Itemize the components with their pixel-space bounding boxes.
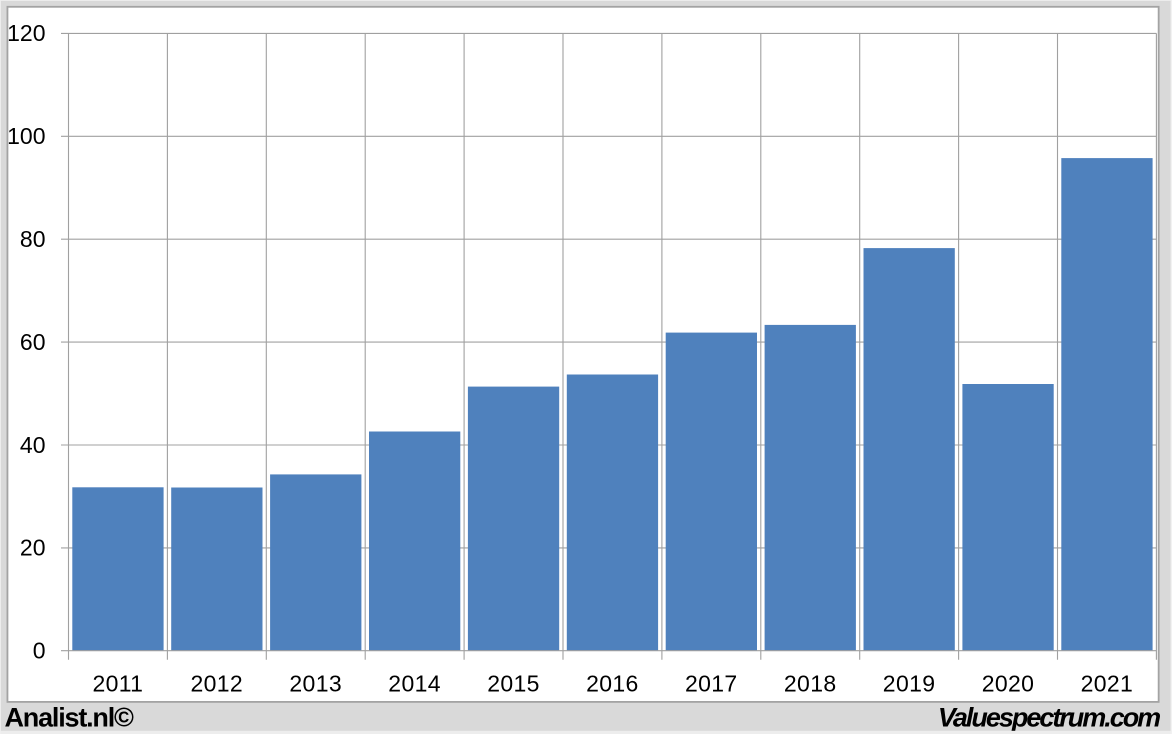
- svg-text:20: 20: [20, 535, 46, 561]
- svg-text:Valuespectrum.com: Valuespectrum.com: [938, 703, 1160, 733]
- svg-text:2013: 2013: [289, 671, 342, 697]
- svg-text:2014: 2014: [388, 671, 441, 697]
- svg-text:40: 40: [20, 432, 46, 458]
- svg-text:2017: 2017: [685, 671, 738, 697]
- svg-text:2020: 2020: [982, 671, 1035, 697]
- svg-text:120: 120: [7, 20, 45, 46]
- svg-text:2021: 2021: [1081, 671, 1134, 697]
- svg-text:2016: 2016: [586, 671, 639, 697]
- svg-text:2012: 2012: [191, 671, 244, 697]
- svg-text:80: 80: [20, 226, 46, 252]
- svg-text:2019: 2019: [883, 671, 936, 697]
- svg-text:2011: 2011: [92, 671, 143, 697]
- svg-text:0: 0: [33, 638, 46, 664]
- svg-text:2015: 2015: [487, 671, 540, 697]
- svg-text:60: 60: [20, 329, 46, 355]
- svg-text:2018: 2018: [784, 671, 837, 697]
- svg-text:100: 100: [7, 123, 45, 149]
- svg-text:Analist.nl©: Analist.nl©: [5, 703, 135, 733]
